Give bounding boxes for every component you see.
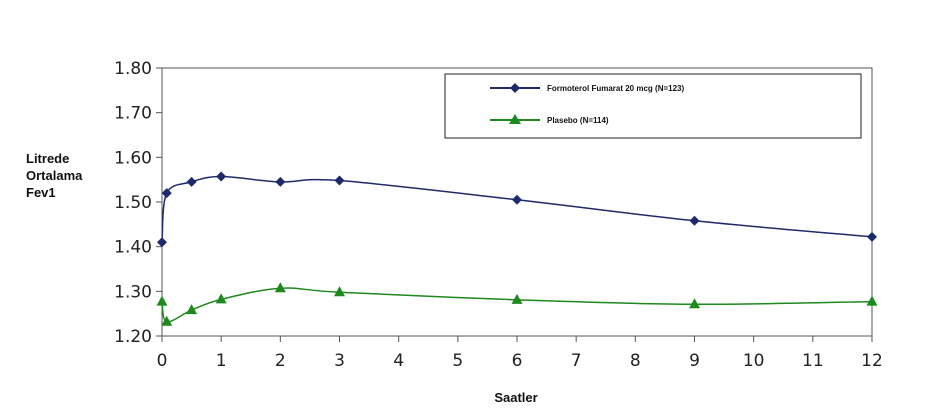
y-tick-label: 1.70 [114,104,152,124]
y-tick-label: 1.80 [114,59,152,79]
data-point-diamond [186,176,197,187]
y-axis-title-line-2: Ortalama [26,168,83,183]
legend: Formoterol Fumarat 20 mcg (N=123) Plaseb… [444,73,862,139]
series-formoterol [157,171,877,248]
legend-marker-diamond [510,83,520,93]
x-tick-label: 8 [630,351,641,371]
legend-label-formoterol: Formoterol Fumarat 20 mcg (N=123) [547,84,684,93]
series-layer [156,171,878,326]
x-axis-title: Saatler [494,390,537,405]
data-point-diamond [334,175,345,186]
x-tick-label: 3 [334,351,345,371]
data-point-triangle [334,286,345,297]
x-tick-label: 1 [216,351,227,371]
series-plasebo [156,282,878,326]
series-line [161,175,873,243]
x-tick-label: 0 [157,351,168,371]
data-point-triangle [215,293,227,304]
y-axis-ticks: 1.20 1.30 1.40 1.50 1.60 1.70 1.80 [114,59,162,347]
y-tick-label: 1.30 [114,282,152,302]
x-axis-ticks: 0 1 2 3 4 5 6 7 8 9 10 11 12 [157,336,883,371]
data-point-diamond [157,237,167,248]
y-axis-title-line-1: Litrede [26,151,69,166]
data-point-diamond [512,194,522,205]
data-point-triangle [866,295,878,306]
data-point-diamond [216,171,227,182]
y-tick-label: 1.20 [114,327,152,347]
data-point-diamond [275,176,286,187]
legend-entry-formoterol: Formoterol Fumarat 20 mcg (N=123) [490,83,684,93]
x-tick-label: 2 [275,351,286,371]
data-point-triangle [186,304,198,315]
legend-entry-plasebo: Plasebo (N=114) [490,114,609,125]
legend-marker-triangle [509,114,521,124]
y-axis-title: Litrede Ortalama Fev1 [26,151,83,200]
x-tick-label: 4 [393,351,404,371]
x-tick-label: 9 [689,351,700,371]
data-point-diamond [161,188,172,199]
data-point-triangle [156,295,168,306]
y-tick-label: 1.50 [114,193,152,213]
data-point-triangle [511,293,523,304]
data-point-triangle [161,315,173,326]
y-axis-title-line-3: Fev1 [26,185,56,200]
x-tick-label: 7 [571,351,582,371]
data-point-diamond [867,231,877,242]
x-tick-label: 6 [512,351,523,371]
data-point-triangle [274,282,286,293]
x-tick-label: 12 [861,351,883,371]
legend-label-plasebo: Plasebo (N=114) [547,116,609,125]
y-tick-label: 1.40 [114,238,152,258]
x-tick-label: 10 [743,351,765,371]
x-tick-label: 5 [452,351,463,371]
series-line [161,287,873,323]
y-tick-label: 1.60 [114,148,152,168]
x-tick-label: 11 [802,351,824,371]
data-point-diamond [689,215,700,226]
data-point-triangle [689,298,700,309]
